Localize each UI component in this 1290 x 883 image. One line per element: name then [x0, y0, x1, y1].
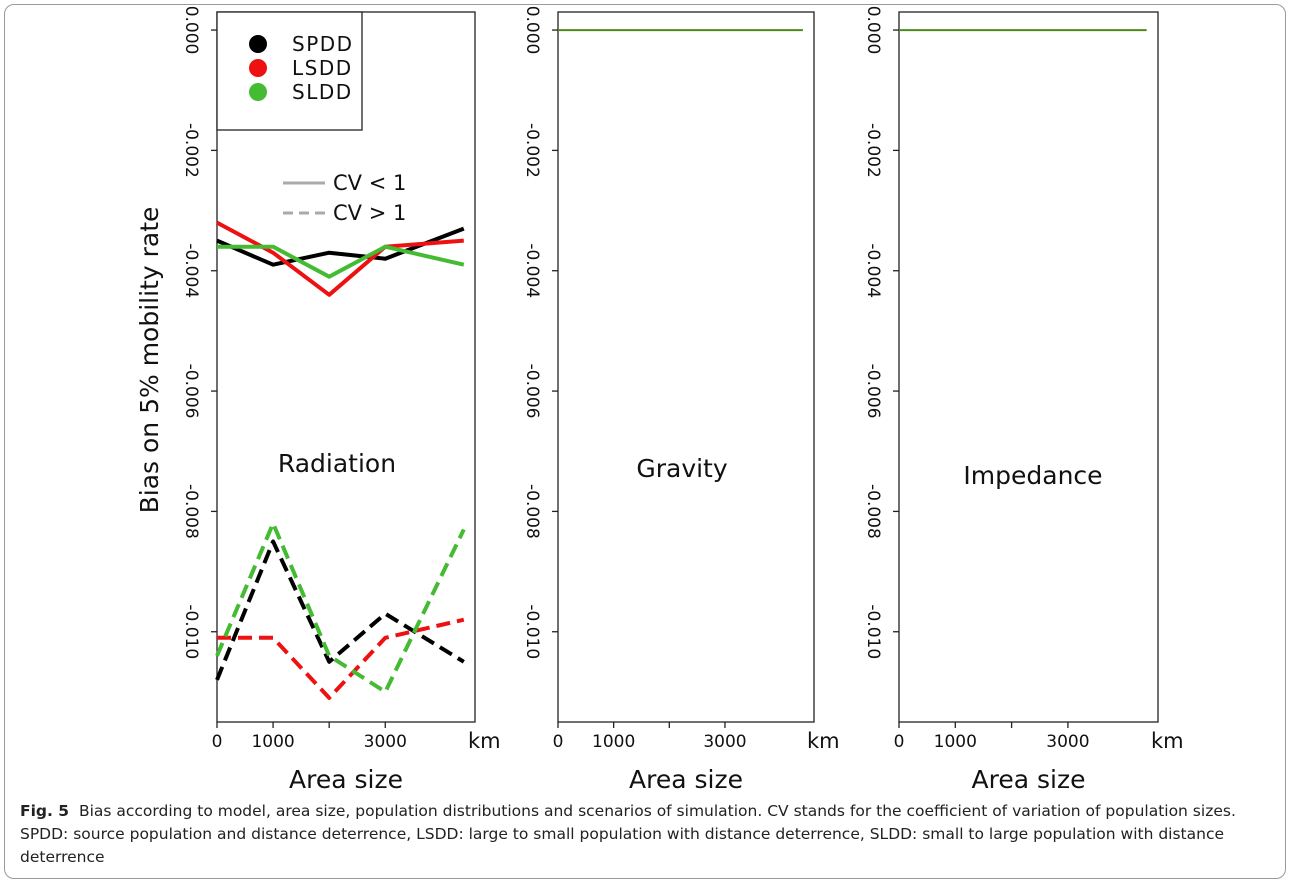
- x-tick-label: 0: [894, 732, 905, 752]
- y-tick-label: -0.008: [522, 484, 542, 539]
- y-tick-label: -0.010: [863, 604, 883, 659]
- panel-radiation: 0.000 -0.002 -0.004 -0.006 -0.008 -0.010 0 1000…: [181, 6, 501, 790]
- x-tick-label: 0: [553, 732, 564, 752]
- caption-text: Bias according to model, area size, popu…: [20, 802, 1236, 866]
- figure-frame: [4, 4, 1286, 879]
- y-tick-label: -0.004: [863, 243, 883, 298]
- caption-label: Fig. 5: [20, 802, 70, 820]
- x-axis-label: Area size: [289, 765, 403, 790]
- legend-label-spdd: SPDD: [292, 32, 354, 56]
- x-tick-label: 1000: [592, 732, 635, 752]
- y-tick-label: -0.008: [863, 484, 883, 539]
- figure-caption: Fig. 5 Bias according to model, area siz…: [20, 800, 1275, 869]
- legend-box: [216, 11, 363, 131]
- y-tick-label: -0.002: [522, 123, 542, 178]
- y-tick-label: 0.000: [522, 6, 542, 55]
- x-axis-label: Area size: [629, 765, 743, 790]
- y-tick-label: -0.010: [181, 604, 201, 659]
- legend-marker-spdd: [249, 35, 267, 53]
- figure-svg: Bias on 5% mobility rate 0.000 -0.002 -0.0…: [135, 6, 1184, 790]
- y-tick-label: -0.004: [181, 243, 201, 298]
- plot-area-frame: [557, 11, 815, 723]
- y-tick-label: -0.002: [181, 123, 201, 178]
- panel-label-impedance: Impedance: [963, 461, 1102, 490]
- x-axis-label: Area size: [972, 765, 1086, 790]
- y-tick-label: -0.004: [522, 243, 542, 298]
- series-line-sldd-cv-low: [217, 244, 465, 279]
- y-tick-label: -0.006: [863, 364, 883, 419]
- series-line-sldd-cv-high: [215, 521, 466, 694]
- legend-label-sldd: SLDD: [292, 80, 353, 104]
- legend-label-lsdd: LSDD: [292, 56, 353, 80]
- x-unit-label: km: [807, 729, 840, 753]
- x-tick-label: 3000: [364, 732, 407, 752]
- y-tick-label: 0.000: [863, 6, 883, 55]
- x-tick-label: 1000: [251, 732, 294, 752]
- series-line-spdd-cv-high: [215, 539, 465, 681]
- y-tick-label: 0.000: [181, 6, 201, 55]
- series-line-spdd-cv-low: [216, 226, 465, 267]
- x-unit-label: km: [468, 729, 501, 753]
- y-tick-label: -0.010: [522, 604, 542, 659]
- legend-line-label-dashed: CV > 1: [333, 201, 406, 225]
- series-line-lsdd-cv-high: [217, 617, 465, 700]
- legend-line-label-solid: CV < 1: [333, 171, 406, 195]
- x-tick-label: 3000: [1046, 732, 1089, 752]
- legend-marker-lsdd: [249, 59, 267, 77]
- panel-gravity: 0.000 -0.002 -0.004 -0.006 -0.008 -0.010 0 1000…: [522, 6, 840, 790]
- x-unit-label: km: [1151, 729, 1184, 753]
- y-tick-label: -0.006: [181, 364, 201, 419]
- panel-label-gravity: Gravity: [636, 454, 728, 483]
- panel-impedance: 0.000 -0.002 -0.004 -0.006 -0.008 -0.010 0 1000…: [863, 6, 1184, 790]
- x-tick-label: 3000: [703, 732, 746, 752]
- x-tick-label: 0: [212, 732, 223, 752]
- series-line-lsdd-cv-low: [216, 220, 464, 297]
- legend-marker-sldd: [249, 83, 267, 101]
- y-tick-label: -0.002: [863, 123, 883, 178]
- plot-area-frame: [898, 11, 1159, 723]
- y-tick-label: -0.008: [181, 484, 201, 539]
- y-tick-label: -0.006: [522, 364, 542, 419]
- x-tick-label: 1000: [934, 732, 977, 752]
- panel-label-radiation: Radiation: [278, 449, 396, 478]
- y-axis-label: Bias on 5% mobility rate: [135, 207, 164, 514]
